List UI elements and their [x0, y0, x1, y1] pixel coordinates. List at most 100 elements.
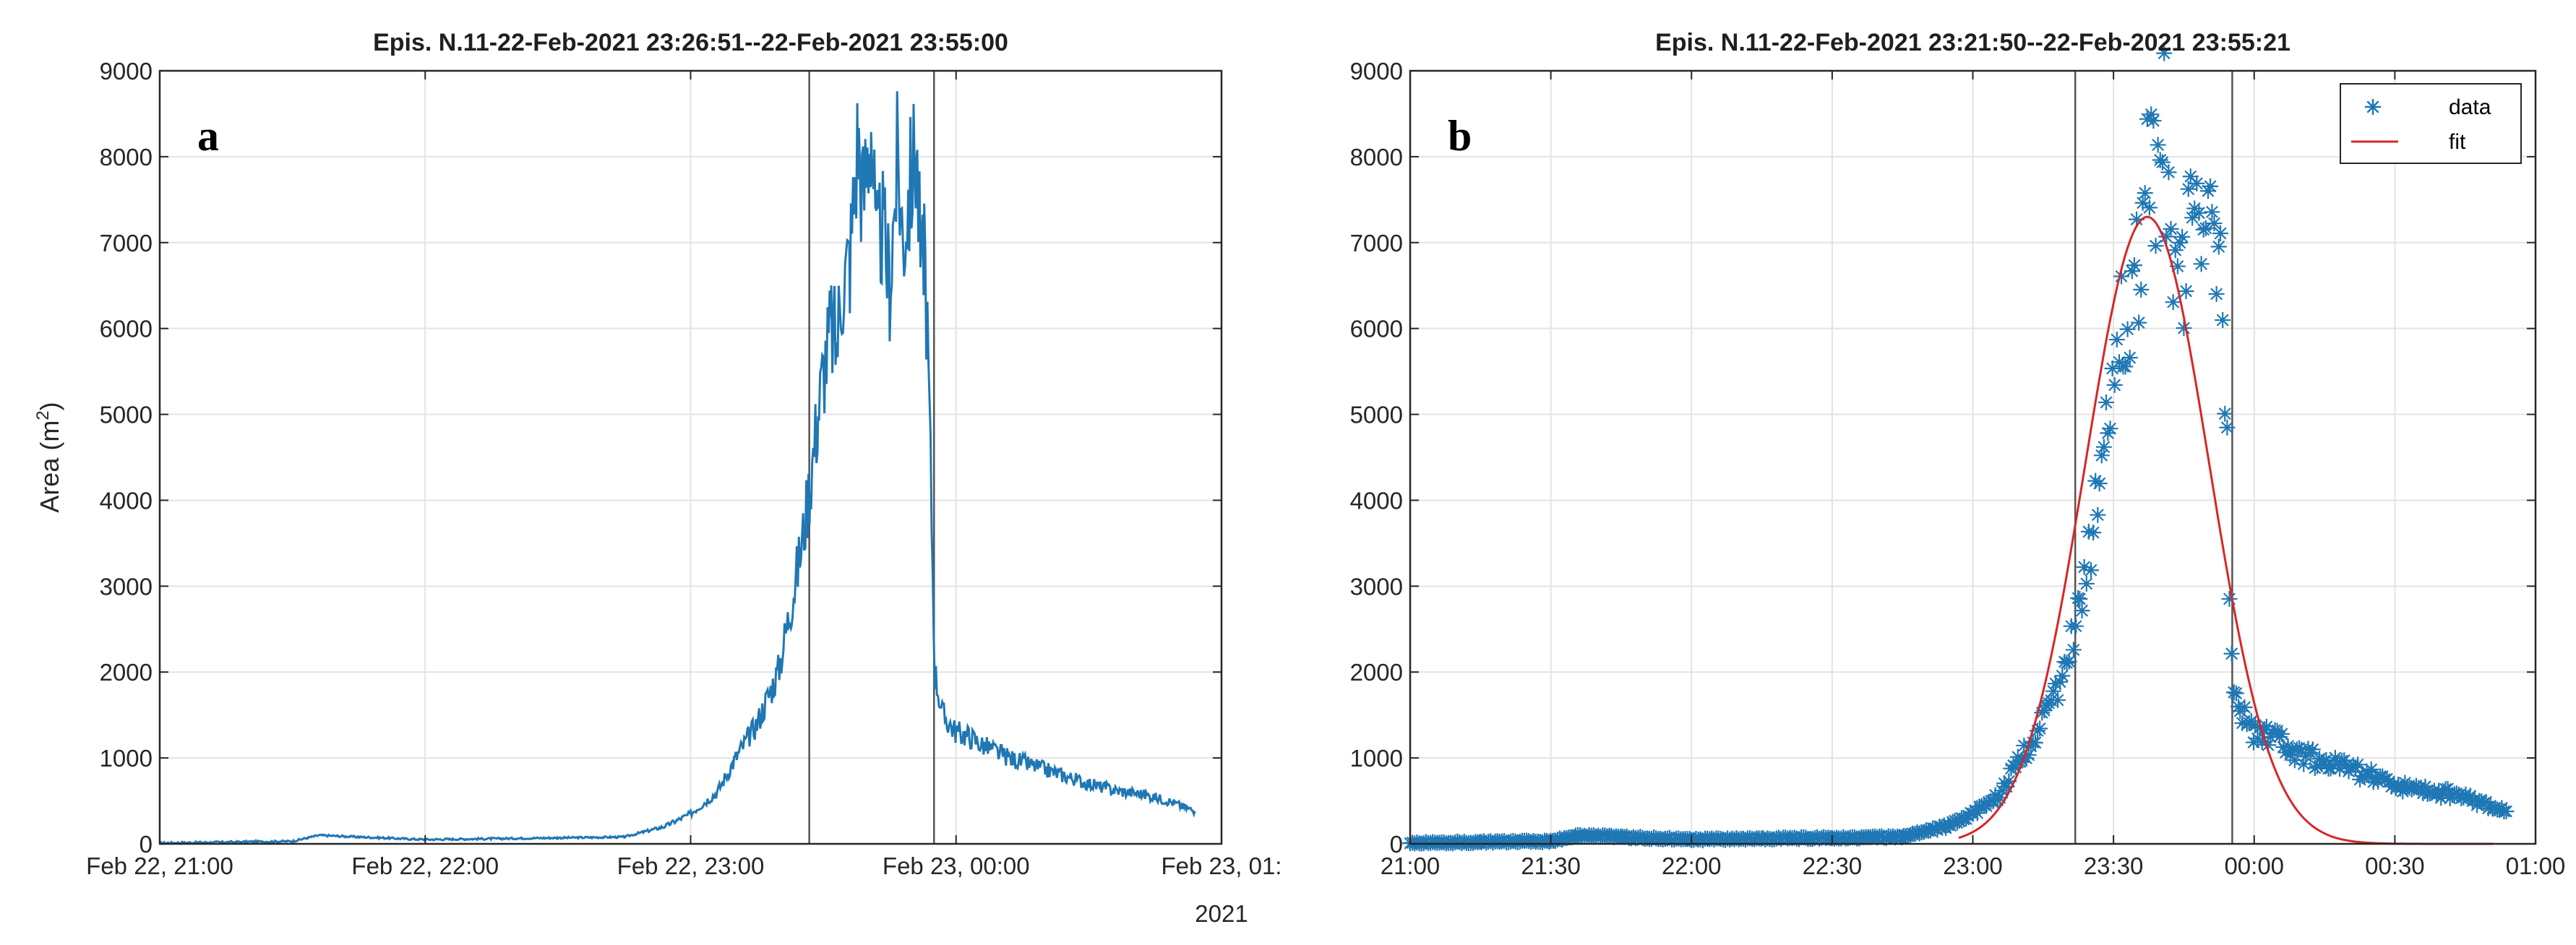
data-point	[2091, 475, 2108, 492]
y-axis-label-text: Area (m	[35, 420, 64, 513]
data-point	[2302, 745, 2319, 761]
data-point	[2001, 773, 2017, 790]
data-point	[2236, 699, 2253, 715]
data-point	[2178, 282, 2194, 299]
data-point	[2273, 725, 2290, 742]
data-point	[2199, 183, 2216, 199]
data-point	[2126, 257, 2142, 274]
data-point	[2413, 780, 2429, 796]
data-point	[2204, 204, 2220, 220]
y-tick-label: 7000	[100, 230, 153, 256]
data-point	[2169, 258, 2186, 275]
data-point	[2327, 749, 2343, 766]
data-point	[2311, 751, 2328, 767]
data-point	[2160, 164, 2177, 181]
data-point	[2076, 558, 2092, 575]
data-point	[2193, 256, 2210, 272]
data-point	[2494, 800, 2510, 816]
y-tick-label: 8000	[100, 144, 153, 171]
data-point	[2304, 741, 2321, 758]
data-point	[2054, 668, 2071, 684]
chart-title: Epis. N.11-22-Feb-2021 23:21:50--22-Feb-…	[1655, 29, 2291, 56]
data-point	[2298, 748, 2314, 764]
data-point	[2336, 752, 2353, 769]
y-axis-label-superscript: 2	[33, 410, 53, 420]
data-point	[1944, 814, 1961, 830]
data-point	[2439, 780, 2456, 797]
data-point	[2032, 720, 2048, 737]
legend-label-fit: fit	[2449, 130, 2466, 154]
data-point	[2052, 673, 2069, 690]
data-point	[2197, 220, 2214, 236]
data-point	[2349, 756, 2366, 773]
data-point	[2428, 787, 2444, 803]
data-point	[2212, 225, 2229, 242]
data-point	[2210, 238, 2227, 255]
data-point	[2174, 228, 2191, 245]
chart-panel-b: 0 1000 2000 3000 4000 5000 6000 7000 8000 9000 21:…	[1350, 29, 2566, 879]
data-point	[2363, 761, 2379, 778]
data-point	[2036, 702, 2053, 719]
y-tick-label: 6000	[1350, 316, 1403, 342]
data-point	[2145, 113, 2162, 129]
data-point	[2108, 332, 2125, 348]
data-point	[2117, 358, 2134, 375]
y-tick-label: 5000	[1350, 402, 1403, 428]
data-point	[2184, 210, 2201, 226]
data-point	[2247, 717, 2264, 733]
x-tick-sublabel: 2021	[1195, 900, 1248, 927]
data-point	[2457, 786, 2474, 803]
data-point	[2286, 752, 2303, 769]
data-point	[2367, 769, 2384, 786]
data-point	[2093, 447, 2110, 464]
data-point	[2167, 242, 2184, 259]
x-tick-label: Feb 22, 21:00	[86, 853, 233, 879]
y-tick-label: 7000	[1350, 230, 1403, 256]
data-point	[2119, 321, 2136, 337]
x-tick-label: Feb 22, 22:00	[351, 853, 499, 879]
x-tick-label: 00:00	[2224, 853, 2284, 879]
data-point	[2102, 420, 2118, 437]
data-point	[2113, 268, 2130, 285]
data-point	[2067, 618, 2084, 634]
y-axis-label: Area (m2)	[33, 402, 64, 512]
data-point	[2027, 734, 2043, 751]
data-point	[2095, 439, 2112, 455]
data-point	[2332, 761, 2348, 777]
data-point	[2223, 645, 2240, 662]
y-tick-label: 9000	[100, 58, 153, 85]
data-point	[1646, 829, 1662, 845]
data-point	[2141, 199, 2158, 216]
data-point	[2277, 744, 2294, 761]
data-point	[2137, 185, 2153, 202]
data-point	[2208, 285, 2225, 302]
x-tick-label: Feb 23, 01:	[1162, 853, 1282, 879]
data-point	[2180, 181, 2197, 197]
data-point	[2324, 757, 2341, 774]
panel-label: a	[197, 112, 219, 160]
data-point	[2275, 739, 2292, 756]
data-point	[2228, 685, 2244, 702]
data-point	[2080, 523, 2097, 540]
x-tick-label: Feb 22, 23:00	[617, 853, 765, 879]
x-tick-label: 00:30	[2365, 853, 2425, 879]
data-point	[2215, 312, 2231, 329]
legend-label-data: data	[2449, 95, 2491, 119]
data-point	[2143, 106, 2160, 123]
data-point	[2016, 737, 2032, 754]
data-point	[2318, 751, 2335, 768]
data-series-line	[159, 91, 1196, 845]
y-tick-label: 1000	[1350, 745, 1403, 772]
legend: data fit	[2340, 83, 2522, 164]
data-point	[2020, 747, 2037, 764]
data-point	[2217, 405, 2233, 422]
data-point	[2219, 419, 2236, 436]
data-point	[2158, 228, 2175, 245]
x-tick-label: 01:00	[2506, 853, 2566, 879]
data-point	[2191, 204, 2207, 221]
data-point	[2129, 211, 2145, 228]
data-point	[2498, 803, 2515, 820]
data-point	[2165, 294, 2181, 311]
data-point	[1511, 834, 1528, 850]
data-point	[2433, 790, 2450, 806]
